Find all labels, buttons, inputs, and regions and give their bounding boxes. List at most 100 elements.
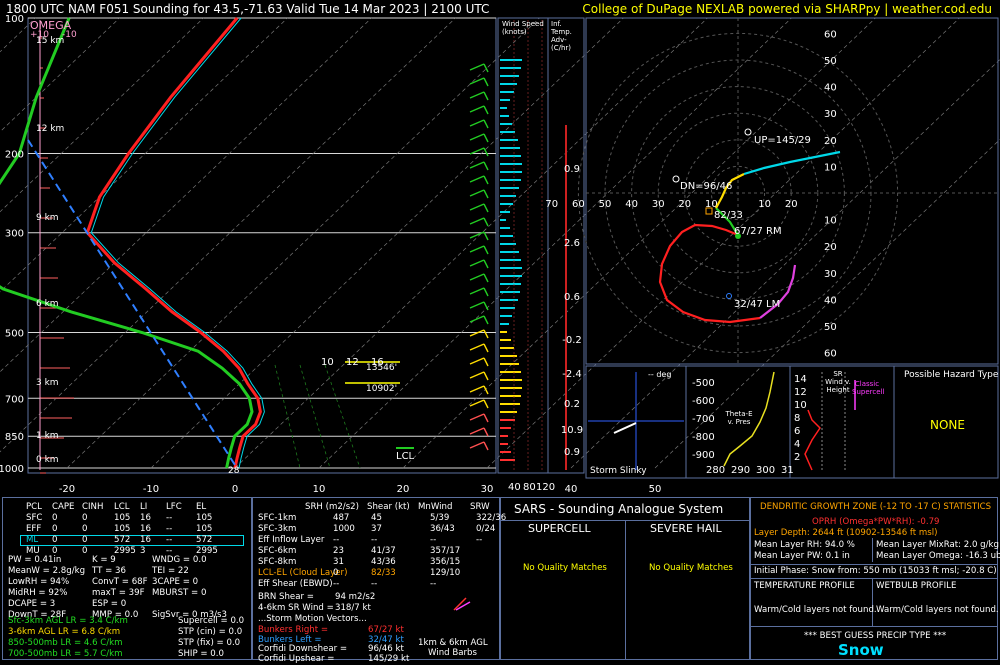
isotherm bbox=[0, 17, 288, 293]
parcel-cell: 0 bbox=[82, 513, 88, 523]
brn-value: 94 m2/s2 bbox=[335, 592, 376, 602]
wind-barb bbox=[469, 259, 485, 267]
hodo-segment bbox=[743, 150, 841, 176]
temp-tick: 0 bbox=[232, 484, 238, 495]
parcel-cell: 16 bbox=[140, 535, 151, 545]
kinematic-panel bbox=[252, 497, 500, 660]
dgz-stat: Mean Layer Omega: -16.3 ub/s bbox=[876, 551, 1000, 561]
lapse-rate: 700-500mb LR = 5.7 C/km bbox=[8, 649, 123, 659]
kin-cell: 45 bbox=[371, 513, 382, 523]
mixing-ratio-label: 16 bbox=[371, 357, 384, 368]
theta-e-ytick: -500 bbox=[692, 378, 715, 389]
sr-wind-classic: Classic Supercell bbox=[852, 380, 885, 396]
wind-barb-flag bbox=[483, 371, 489, 381]
temp-tick: 20 bbox=[397, 484, 410, 495]
wind-barb bbox=[469, 105, 485, 113]
temp-tick: 40 bbox=[565, 484, 578, 495]
dgz-divider2 bbox=[872, 578, 873, 626]
wind-barb bbox=[469, 161, 485, 169]
hodograph-frame bbox=[585, 17, 999, 365]
wind-barb-flag bbox=[483, 119, 489, 129]
sr-wind-ytick: 12 bbox=[794, 387, 807, 398]
hodo-ring bbox=[657, 112, 819, 274]
parcel-cell: 0 bbox=[82, 535, 88, 545]
wind-axis-80: 80 bbox=[523, 482, 536, 493]
hodo-ring bbox=[577, 32, 899, 354]
wind-axis-40: 40 bbox=[508, 482, 521, 493]
dgz-bottom-label: 10902' bbox=[366, 384, 397, 394]
height-label: 9 km bbox=[36, 213, 59, 223]
parcel-cell: 105 bbox=[196, 513, 213, 523]
hodo-xlabel: 10 bbox=[705, 199, 718, 210]
hodo-ylabel: 50 bbox=[824, 56, 837, 67]
index-cell: TT = 36 bbox=[92, 566, 126, 576]
kin-cell: 31 bbox=[333, 557, 344, 567]
sr-wind-ytick: 2 bbox=[794, 452, 800, 463]
hazard-title: Possible Hazard Type bbox=[904, 370, 999, 380]
isotherm bbox=[402, 17, 876, 469]
barb-legend-icon bbox=[453, 597, 471, 611]
isotherm bbox=[234, 17, 708, 469]
sars-supercell-result: No Quality Matches bbox=[523, 563, 607, 573]
composite-index: Supercell = 0.0 bbox=[178, 616, 245, 626]
index-cell: PW = 0.41in bbox=[8, 555, 62, 565]
kin-cell: -- bbox=[430, 579, 437, 589]
mixing-ratio-label: 10 bbox=[321, 357, 334, 368]
kin-cell: 5/39 bbox=[430, 513, 450, 523]
isotherm bbox=[570, 58, 1000, 469]
wind-barb bbox=[469, 371, 485, 379]
slinky-deg: -- deg bbox=[648, 370, 672, 379]
dgz-wetbulb-header: WETBULB PROFILE bbox=[876, 581, 957, 591]
wind-barb bbox=[469, 119, 485, 127]
wind-barb bbox=[469, 343, 485, 351]
dgz-best-guess-title: *** BEST GUESS PRECIP TYPE *** bbox=[804, 631, 947, 641]
wind-barb-flag bbox=[483, 245, 489, 255]
kin-cell: 41/37 bbox=[371, 546, 396, 556]
kin-cell: -- bbox=[371, 535, 378, 545]
index-cell: maxT = 39F bbox=[92, 588, 145, 598]
motion-header: ...Storm Motion Vectors... bbox=[258, 614, 367, 624]
temp-tick: 10 bbox=[313, 484, 326, 495]
parcel-cell: 0 bbox=[82, 524, 88, 534]
index-cell: LowRH = 94% bbox=[8, 577, 70, 587]
temp-tick: -10 bbox=[143, 484, 159, 495]
wind-barb bbox=[469, 203, 485, 211]
motion-label: Corfidi Downshear = bbox=[258, 644, 348, 654]
dgz-stat: Mean Layer MixRat: 2.0 g/kg bbox=[876, 540, 999, 550]
temp-adv-value: 0.9 bbox=[564, 164, 580, 175]
hazard-value: NONE bbox=[930, 418, 965, 432]
kin-cell: -- bbox=[476, 535, 483, 545]
temp-adv-frame bbox=[547, 17, 585, 474]
motion-value: 145/29 kt bbox=[368, 653, 410, 664]
mixing-ratio-line bbox=[299, 364, 331, 469]
pressure-tick-700: 700 bbox=[5, 394, 24, 405]
height-label: 1 km bbox=[36, 431, 59, 441]
index-cell: WNDG = 0.0 bbox=[152, 555, 207, 565]
theta-e-title: Theta-E v. Pres bbox=[725, 410, 753, 426]
wind-barb-flag bbox=[483, 203, 489, 213]
temp-adv-value: 0.2 bbox=[564, 399, 580, 410]
wind-barb-flag bbox=[483, 77, 489, 87]
parcel-cell: 0 bbox=[52, 513, 58, 523]
virtual-temp-trace bbox=[90, 17, 265, 469]
dgz-title: DENDRITIC GROWTH ZONE (-12 TO -17 C) STA… bbox=[760, 502, 992, 512]
composite-index: STP (cin) = 0.0 bbox=[178, 627, 243, 637]
temp-adv-value: 0.9 bbox=[564, 447, 580, 458]
wind-barb-flag bbox=[483, 427, 489, 437]
wind-barb-flag bbox=[483, 343, 489, 353]
omega-scale-pos: +10 bbox=[30, 30, 49, 40]
temp-adv-value: -2.4 bbox=[562, 369, 582, 380]
kin-cell: -- bbox=[430, 535, 437, 545]
height-label: 12 km bbox=[36, 124, 64, 134]
hodo-ylabel: 10 bbox=[824, 216, 837, 227]
parcel-header-el: EL bbox=[196, 502, 207, 512]
sr-wind-ytick: 14 bbox=[794, 374, 807, 385]
index-cell: K = 9 bbox=[92, 555, 116, 565]
barb-legend: 1km & 6km AGL bbox=[418, 638, 488, 648]
kin-cell: 356/15 bbox=[430, 557, 461, 567]
hodo-dn-marker bbox=[672, 175, 680, 183]
parcel-cell: 3 bbox=[140, 546, 146, 556]
hodo-ylabel: 30 bbox=[824, 269, 837, 280]
index-cell: TEI = 22 bbox=[152, 566, 189, 576]
sars-supercell-header: SUPERCELL bbox=[528, 522, 591, 535]
